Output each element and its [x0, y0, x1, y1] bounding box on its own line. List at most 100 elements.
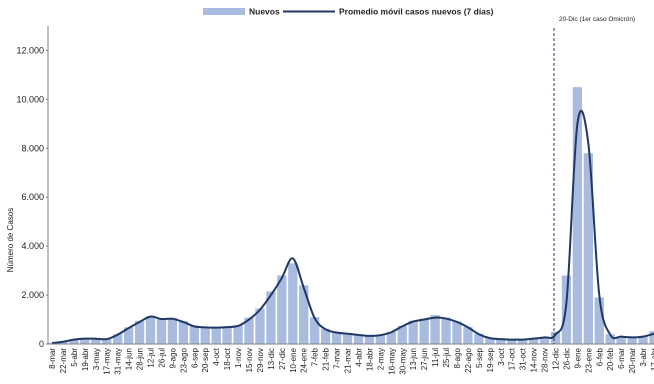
x-tick-label: 6-sep — [190, 347, 199, 368]
bar — [255, 308, 265, 344]
x-tick-label: 1-nov — [234, 348, 243, 368]
x-tick-label: 7-mar — [333, 348, 342, 369]
bar — [353, 334, 364, 344]
line-layer — [51, 109, 654, 345]
x-tick-label: 4-oct — [212, 347, 221, 366]
bar — [310, 317, 320, 344]
bar — [528, 338, 539, 344]
bar — [288, 263, 298, 344]
x-tick-label: 14-nov — [530, 348, 539, 372]
bar — [145, 315, 156, 344]
legend-bars-swatch — [203, 8, 245, 15]
x-tick-label: 26-dic — [562, 348, 571, 370]
bar — [113, 334, 123, 344]
x-tick-label: 20-sep — [201, 347, 210, 372]
y-tick-label: 2.000 — [21, 290, 44, 300]
bar — [80, 338, 90, 344]
x-tick-label: 18-oct — [223, 347, 232, 370]
x-tick-label: 27-dic — [278, 348, 287, 370]
bar — [189, 325, 199, 344]
x-tick-label: 16-may — [387, 348, 396, 375]
bar — [518, 339, 528, 344]
bar — [638, 335, 648, 344]
y-axis: 0 2.000 4.000 6.000 8.000 10.000 12.000 — [16, 45, 48, 349]
x-tick-label: 2-may — [376, 348, 385, 370]
x-tick-label: 19-sep — [486, 347, 495, 372]
bar — [452, 321, 462, 344]
y-tick-label: 0 — [39, 339, 44, 349]
omicron-annotation-label: 20-Dic (1er caso Omicrón) — [559, 16, 635, 23]
x-tick-label: 8-ago — [453, 347, 462, 368]
bar — [594, 297, 604, 344]
omicron-annotation: 20-Dic (1er caso Omicrón) — [553, 16, 635, 344]
x-tick-label: 31-may — [114, 348, 123, 375]
x-tick-label: 17-may — [103, 348, 112, 375]
bar — [419, 318, 429, 344]
y-tick-label: 6.000 — [21, 192, 44, 202]
bar — [397, 325, 407, 344]
bar — [233, 324, 243, 344]
bar — [583, 153, 593, 344]
bar — [616, 336, 626, 344]
bar — [627, 336, 637, 344]
bar — [102, 339, 112, 344]
bar — [299, 285, 309, 344]
x-tick-label: 20-mar — [628, 348, 637, 374]
x-tick-label: 12-dic — [551, 348, 560, 370]
x-tick-label: 8-mar — [48, 348, 57, 369]
x-tick-label: 24-ene — [300, 347, 309, 372]
x-tick-label: 23-ago — [179, 347, 188, 372]
x-tick-label: 3-abr — [639, 348, 648, 367]
x-tick-label: 7-feb — [311, 347, 320, 366]
legend-line-label: Promedio móvil casos nuevos (7 días) — [339, 7, 494, 17]
y-tick-label: 4.000 — [21, 241, 44, 251]
y-axis-title: Número de Casos — [6, 208, 15, 272]
bar — [47, 342, 57, 344]
bar — [200, 326, 210, 344]
x-tick-label: 12-jul — [147, 348, 156, 368]
x-tick-label: 26-jul — [157, 348, 166, 368]
bar — [550, 331, 561, 344]
x-tick-label: 31-oct — [519, 347, 528, 370]
x-tick-label: 4-abr — [354, 348, 363, 367]
x-tick-label: 23-ene — [584, 347, 593, 372]
bar — [167, 317, 178, 344]
x-tick-label: 17-oct — [508, 347, 517, 370]
bar — [605, 334, 615, 344]
bar — [496, 338, 506, 344]
x-tick-label: 14-jun — [125, 348, 134, 370]
x-tick-label: 22-ago — [464, 347, 473, 372]
bar — [91, 338, 101, 344]
bar — [331, 332, 342, 344]
bar — [342, 333, 353, 344]
bar — [364, 335, 375, 344]
x-tick-label: 15-nov — [245, 348, 254, 372]
x-tick-label: 13-jun — [409, 348, 418, 370]
bar — [320, 328, 331, 344]
bar — [408, 320, 418, 344]
x-tick-label: 25-jul — [442, 348, 451, 368]
y-tick-label: 8.000 — [21, 143, 44, 153]
bar — [244, 317, 254, 344]
x-tick-label: 22-mar — [59, 348, 68, 374]
x-tick-label: 30-may — [398, 348, 407, 375]
bar — [123, 327, 134, 344]
bar — [485, 337, 495, 344]
x-tick-label: 5-sep — [475, 347, 484, 368]
x-tick-label: 6-feb — [595, 347, 604, 366]
x-tick-label: 19-abr — [81, 348, 90, 371]
x-tick-label: 21-mar — [344, 348, 353, 374]
bar — [463, 326, 473, 344]
x-tick-label: 9-ago — [168, 347, 177, 368]
bar — [474, 333, 484, 344]
bar — [178, 321, 188, 344]
x-tick-label: 21-feb — [322, 347, 331, 370]
x-tick-label: 5-abr — [70, 348, 79, 367]
x-tick-label: 3-oct — [497, 347, 506, 366]
x-tick-label: 13-dic — [267, 348, 276, 370]
bar — [441, 317, 451, 344]
bar — [69, 339, 79, 344]
bar — [222, 326, 232, 344]
y-tick-label: 12.000 — [16, 45, 44, 55]
